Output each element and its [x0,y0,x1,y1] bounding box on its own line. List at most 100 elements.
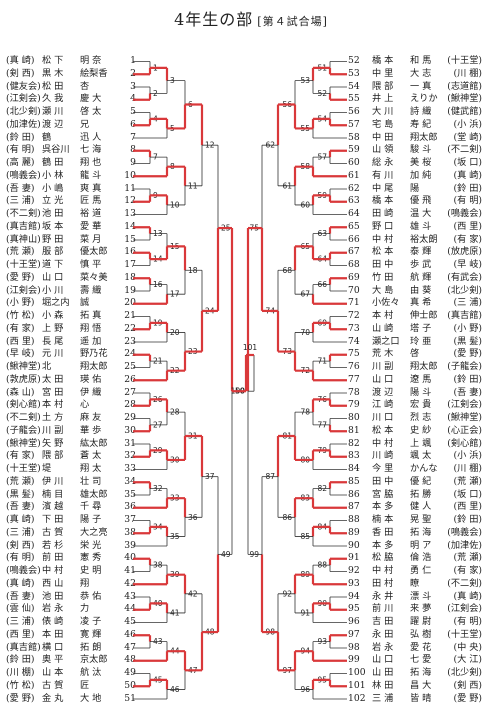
entry-name: 堀之内 [42,297,70,309]
entry-number: 89 [348,526,360,538]
entry-number: 96 [348,616,360,628]
entry-club: (荒 瀬) [6,475,35,487]
entry-number: 16 [124,246,136,258]
right-entry: 64 田 崎 温 大 (鳴義会) [348,208,482,221]
left-entry: (高 麗) 鶴 田 翔 也 9 [6,157,136,170]
entry-name: 本 村 [42,399,64,411]
left-entry: (十王堂)道 下 慎 平 17 [6,259,136,272]
entry-name: 楠 本 [372,514,394,526]
entry-number: 20 [124,297,136,309]
entry-club: (鳴義会) [447,208,482,220]
entry-number: 40 [124,552,136,564]
entry-club: (大 江) [453,654,482,666]
entry-club: (真吉館) [6,641,41,653]
entry-name: 道 下 [42,259,64,271]
entry-number: 23 [124,335,136,347]
entry-club: (鈴 田) [453,182,482,194]
entry-name: 香 田 [372,526,394,538]
entry-school: 愛 華 [80,220,102,232]
entry-school: 絵梨香 [80,67,108,79]
entry-club: (鈴 田) [6,131,35,143]
entry-number: 80 [348,412,360,424]
right-entry: 67 松 本 泰 輝 (放虎原) [348,246,482,259]
entry-number: 61 [348,169,360,181]
entry-school: 野乃花 [80,348,108,360]
right-entry: 57 宅 島 寿 紀 (小 浜) [348,119,482,132]
entry-number: 1 [130,55,136,67]
right-entry: 80 川 口 烈 志 (鰍神堂) [348,412,482,425]
entry-name: 池 田 [42,208,64,220]
entry-club: (健武館) [447,106,482,118]
entry-school: 翔太郎 [410,361,438,373]
entry-club: (雲 仙) [6,603,35,615]
entry-club: (吾 妻) [6,501,35,513]
right-entry: 90 本 多 明 ア (加津佐) [348,539,482,553]
left-entry: (吾 妻) 小 嶋 爽 真 11 [6,182,136,196]
entry-school: 栄 光 [80,539,102,551]
entry-school: 泰 輝 [410,246,432,258]
entry-school: 翔 [80,577,90,589]
entry-school: 七 愛 [410,654,432,666]
left-entry: (剣 西) 若 杉 栄 光 39 [6,539,136,553]
left-entry: (愛 野) 山 口 菜々美 18 [6,271,136,285]
entry-name: 濱 越 [42,501,64,513]
entry-club: (十王堂) [447,55,482,67]
entry-number: 13 [124,208,136,220]
entry-club: (竹 松) [6,310,35,322]
right-entry: 79 江 崎 宏 貴 (江剣会) [348,399,482,412]
entry-name: 古 賀 [42,679,64,691]
entry-school: 遼 馬 [410,373,432,385]
right-entry: 99 山 口 七 愛 (大 江) [348,654,482,667]
entry-name: 橋 本 [372,55,394,67]
entry-number: 21 [124,310,136,322]
entry-club: (剣 西) [453,679,482,691]
entry-number: 17 [124,259,136,271]
entry-number: 70 [348,284,360,296]
entry-name: 小 森 [42,310,64,322]
entry-number: 43 [124,590,136,602]
entry-number: 67 [348,246,360,258]
title-text: 4年生の部 [174,10,254,29]
entry-school: 拓 海 [410,526,432,538]
entry-school: 瑛 佑 [80,373,102,385]
entry-club: (鈴 田) [6,654,35,666]
right-entry: 96 吉 田 躍 尉 (有 明) [348,616,482,629]
left-entry: (不二剣)池 田 裕 道 13 [6,208,136,221]
entry-name: 隈 部 [42,450,64,462]
entry-club: (有 家) [453,233,482,245]
entry-school: 躍 尉 [410,616,432,628]
entry-club: (真吉館) [6,220,41,232]
entry-school: 真 希 [410,297,432,309]
entry-school: 麻 友 [80,412,102,424]
right-entry: 98 岩 永 愛 花 (中 央) [348,642,482,655]
entry-school: 拓 真 [80,310,102,322]
entry-number: 92 [348,565,360,577]
entry-club: (真吉館) [447,310,482,322]
entry-name: 俵 崎 [42,616,64,628]
entry-school: 大 地 [80,692,102,704]
left-entry: (荒 瀬) 服 部 優太郎 16 [6,246,136,259]
entry-school: 慎 平 [80,259,102,271]
entry-school: 烈 志 [410,412,432,424]
entry-number: 25 [124,361,136,373]
right-entry: 69 竹 田 航 輝 (有武会) [348,272,482,285]
right-entry: 82 中 村 上 颯 (剣心館) [348,438,482,451]
entry-club: (三 浦) [6,616,35,628]
page-title: 4年生の部 [第４試合場] [0,6,502,30]
entry-name: 川 副 [372,361,394,373]
entry-school: 優 紀 [410,475,432,487]
entry-school: 菜々美 [80,271,108,283]
entry-number: 32 [124,450,136,462]
entry-club: (鳴義会) [6,169,41,181]
entry-school: 憲 秀 [80,552,102,564]
entry-name: 宮 田 [42,386,64,398]
entry-club: (森 山) [6,386,35,398]
entry-name: 総 永 [372,157,394,169]
entry-name: 本 多 [372,539,394,551]
entry-number: 75 [348,348,360,360]
entry-school: 爽 真 [80,182,102,194]
entry-club: (川 棚) [6,667,35,679]
entry-club: (早 岐) [453,259,482,271]
entry-club: (不二剣) [6,412,41,424]
right-entry: 61 有 川 加 純 (真 崎) [348,170,482,183]
